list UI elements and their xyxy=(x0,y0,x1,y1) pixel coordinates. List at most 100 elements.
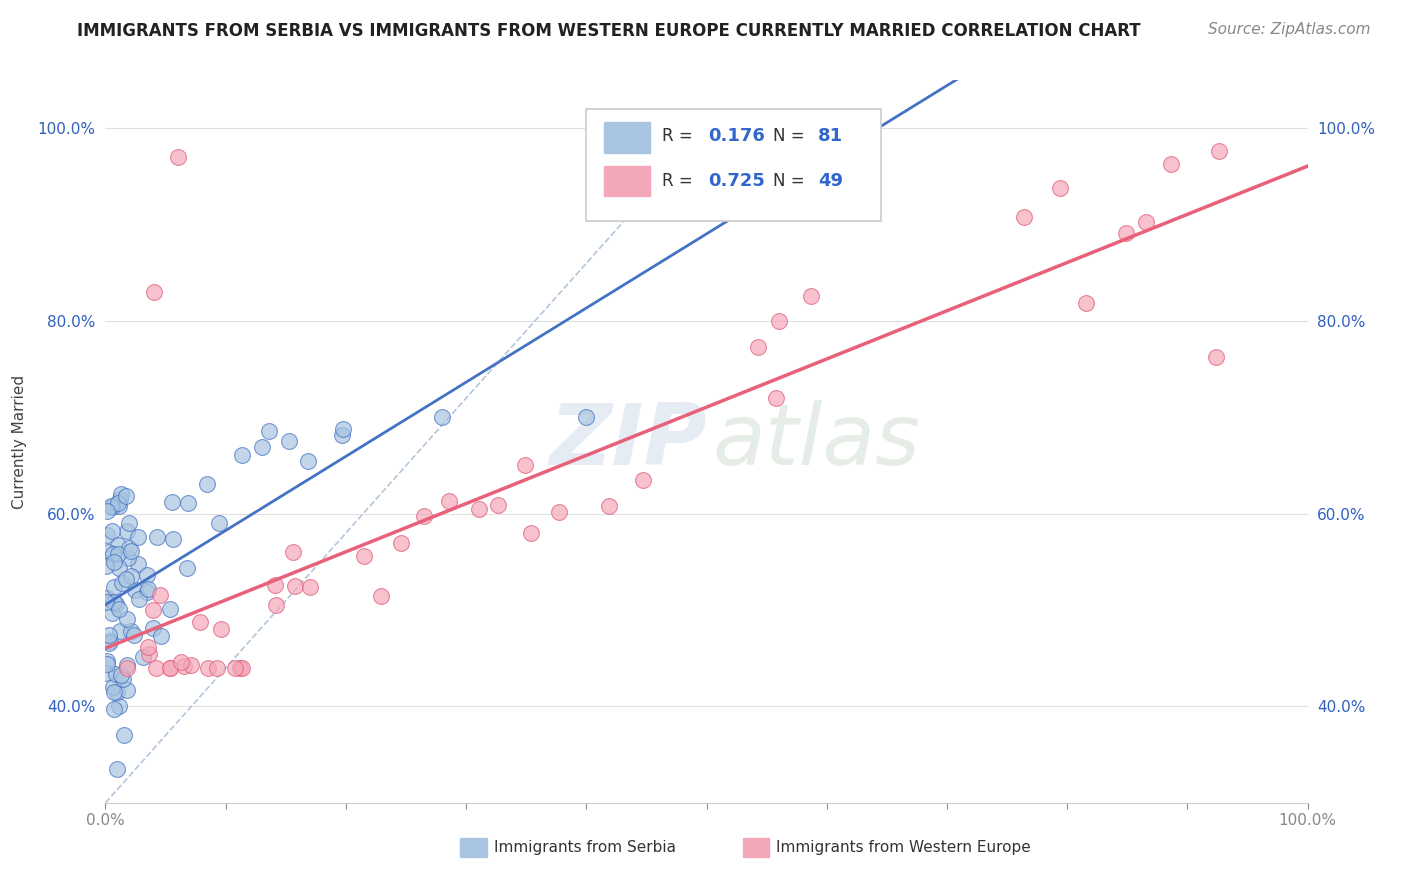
Text: atlas: atlas xyxy=(713,400,921,483)
Point xyxy=(413,509,436,524)
Point xyxy=(101,500,124,515)
Point xyxy=(166,150,188,164)
Text: Source: ZipAtlas.com: Source: ZipAtlas.com xyxy=(1208,22,1371,37)
Point xyxy=(105,762,128,776)
Point xyxy=(768,314,790,328)
Point xyxy=(1208,144,1230,158)
Point xyxy=(96,591,118,606)
Point xyxy=(370,590,392,604)
Point xyxy=(1049,181,1071,195)
Point xyxy=(631,473,654,487)
Point xyxy=(120,569,142,583)
Point xyxy=(231,661,253,675)
Point xyxy=(208,516,231,531)
Point xyxy=(103,555,125,569)
Point xyxy=(180,658,202,673)
Point xyxy=(332,422,354,436)
Point xyxy=(97,636,120,650)
Point xyxy=(209,622,232,636)
Point xyxy=(195,476,218,491)
Point xyxy=(520,526,543,541)
Point xyxy=(205,661,228,675)
Point xyxy=(231,448,253,462)
Point xyxy=(101,606,124,620)
Text: Immigrants from Western Europe: Immigrants from Western Europe xyxy=(776,840,1031,855)
Point xyxy=(103,701,125,715)
Point xyxy=(132,650,155,665)
Point xyxy=(103,680,125,694)
Point xyxy=(108,491,131,506)
Point xyxy=(188,615,211,629)
Point xyxy=(96,527,118,541)
Point xyxy=(277,434,299,449)
Point xyxy=(575,410,598,425)
Text: 81: 81 xyxy=(818,127,844,145)
Point xyxy=(142,602,165,616)
Point xyxy=(122,628,145,642)
Point xyxy=(111,576,134,591)
Point xyxy=(159,661,181,675)
Point xyxy=(173,658,195,673)
Point xyxy=(114,489,136,503)
Point xyxy=(229,661,252,675)
Point xyxy=(98,634,121,648)
Point xyxy=(145,661,167,675)
Point xyxy=(94,665,117,680)
Point xyxy=(159,602,181,616)
Point xyxy=(110,624,132,638)
Point xyxy=(1014,210,1036,224)
Text: R =: R = xyxy=(662,172,697,190)
Point xyxy=(332,428,354,442)
Text: 0.725: 0.725 xyxy=(707,172,765,190)
Point xyxy=(96,654,118,668)
Point xyxy=(142,621,165,635)
Point xyxy=(103,685,125,699)
Point xyxy=(120,544,142,558)
Point xyxy=(110,487,132,501)
Point xyxy=(108,601,131,615)
Text: N =: N = xyxy=(773,127,810,145)
Point xyxy=(127,558,149,572)
Point xyxy=(112,728,135,742)
Text: 0.176: 0.176 xyxy=(707,127,765,145)
Point xyxy=(298,580,321,594)
Point xyxy=(136,585,159,599)
Point xyxy=(107,699,129,714)
FancyBboxPatch shape xyxy=(460,838,486,857)
Text: 49: 49 xyxy=(818,172,844,190)
Point xyxy=(430,410,453,425)
Point xyxy=(162,533,184,547)
Point xyxy=(159,661,181,675)
FancyBboxPatch shape xyxy=(742,838,769,857)
Point xyxy=(115,612,138,626)
Point xyxy=(105,667,128,681)
Point xyxy=(108,499,131,513)
Point xyxy=(105,598,128,612)
Text: ZIP: ZIP xyxy=(548,400,707,483)
Point xyxy=(176,561,198,575)
Point xyxy=(468,501,491,516)
Point xyxy=(765,391,787,405)
Point xyxy=(439,494,461,508)
Point xyxy=(266,599,288,613)
Point xyxy=(389,535,412,549)
Point xyxy=(598,499,620,513)
Point xyxy=(110,668,132,682)
Point xyxy=(162,495,184,509)
Point xyxy=(101,524,124,538)
Point xyxy=(747,340,769,354)
Point xyxy=(486,499,509,513)
Point xyxy=(117,551,139,566)
Text: IMMIGRANTS FROM SERBIA VS IMMIGRANTS FROM WESTERN EUROPE CURRENTLY MARRIED CORRE: IMMIGRANTS FROM SERBIA VS IMMIGRANTS FRO… xyxy=(77,22,1140,40)
Point xyxy=(263,578,285,592)
Point xyxy=(177,496,200,510)
Point xyxy=(107,547,129,561)
Point xyxy=(1205,351,1227,365)
Point xyxy=(284,579,307,593)
Point xyxy=(1115,226,1137,240)
Point xyxy=(250,440,273,454)
Point xyxy=(283,544,305,558)
Text: R =: R = xyxy=(662,127,697,145)
Point xyxy=(115,661,138,675)
Point xyxy=(107,496,129,510)
